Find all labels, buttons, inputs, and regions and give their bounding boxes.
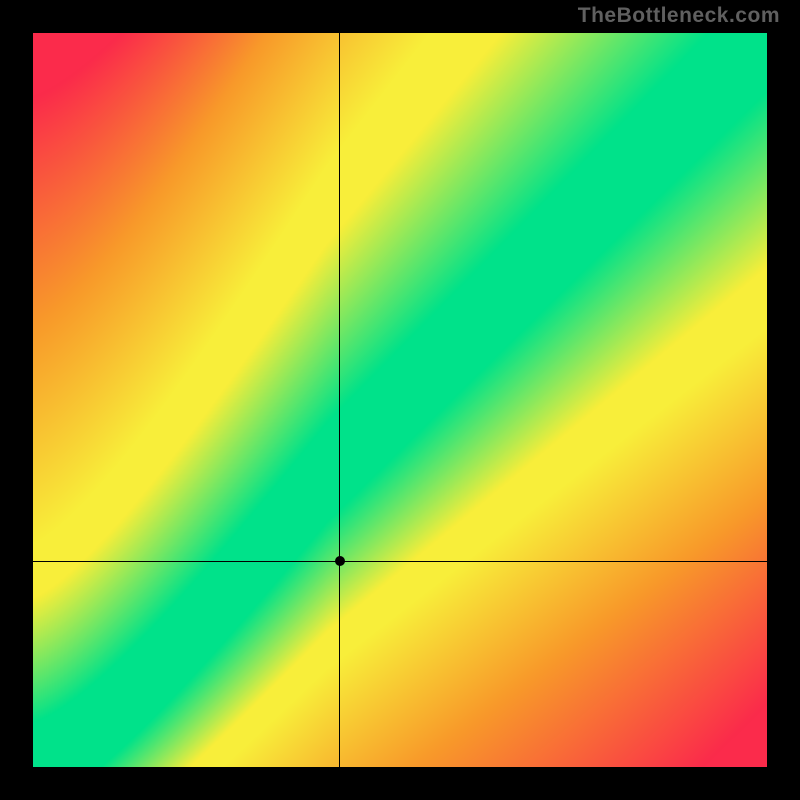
bottleneck-heatmap — [33, 33, 767, 767]
crosshair-vertical — [339, 33, 340, 767]
watermark-text: TheBottleneck.com — [578, 4, 780, 28]
crosshair-horizontal — [33, 561, 767, 562]
